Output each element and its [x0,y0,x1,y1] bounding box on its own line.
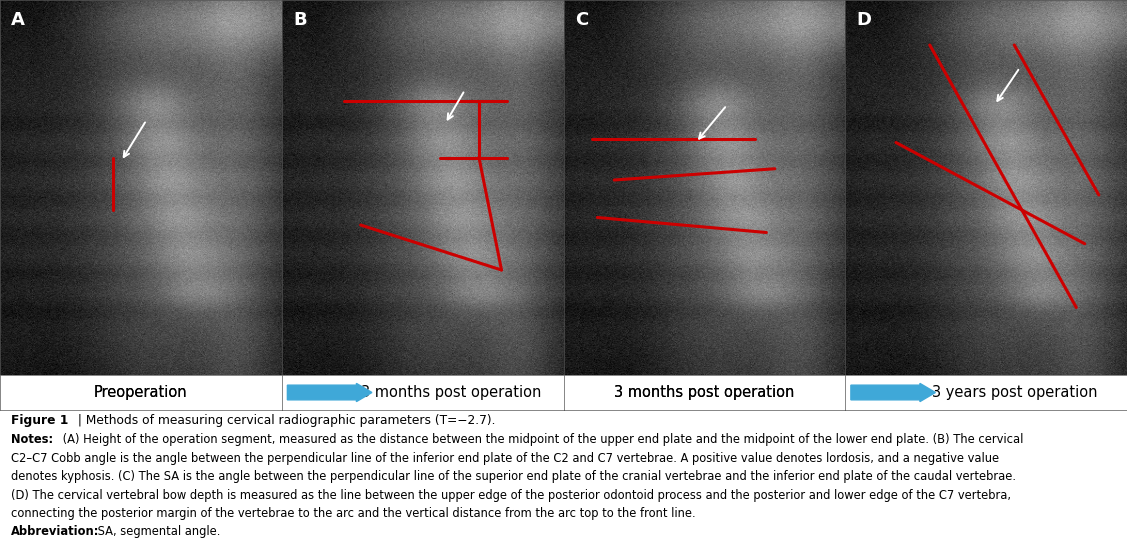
Text: connecting the posterior margin of the vertebrae to the arc and the vertical dis: connecting the posterior margin of the v… [11,507,695,520]
Text: (A) Height of the operation segment, measured as the distance between the midpoi: (A) Height of the operation segment, mea… [60,433,1023,446]
Text: 3 months post operation: 3 months post operation [614,385,795,400]
Text: | Methods of measuring cervical radiographic parameters (T=−2.7).: | Methods of measuring cervical radiogra… [74,414,496,427]
Text: B: B [293,11,307,29]
FancyArrow shape [851,383,935,402]
Text: Notes:: Notes: [11,433,53,446]
Text: 3 months post operation: 3 months post operation [614,385,795,400]
Text: Preoperation: Preoperation [94,385,188,400]
Text: Figure 1: Figure 1 [11,414,69,427]
Text: 3 years post operation: 3 years post operation [932,385,1097,400]
Text: Preoperation: Preoperation [94,385,188,400]
Text: (D) The cervical vertebral bow depth is measured as the line between the upper e: (D) The cervical vertebral bow depth is … [11,488,1011,501]
Text: denotes kyphosis. (C) The SA is the angle between the perpendicular line of the : denotes kyphosis. (C) The SA is the angl… [11,470,1017,483]
Text: 3 months post operation: 3 months post operation [361,385,541,400]
Text: C: C [575,11,588,29]
Text: A: A [11,11,25,29]
Text: D: D [857,11,871,29]
Text: C2–C7 Cobb angle is the angle between the perpendicular line of the inferior end: C2–C7 Cobb angle is the angle between th… [11,452,1000,465]
Text: Abbreviation:: Abbreviation: [11,526,99,538]
Text: SA, segmental angle.: SA, segmental angle. [94,526,220,538]
FancyArrow shape [287,383,372,402]
